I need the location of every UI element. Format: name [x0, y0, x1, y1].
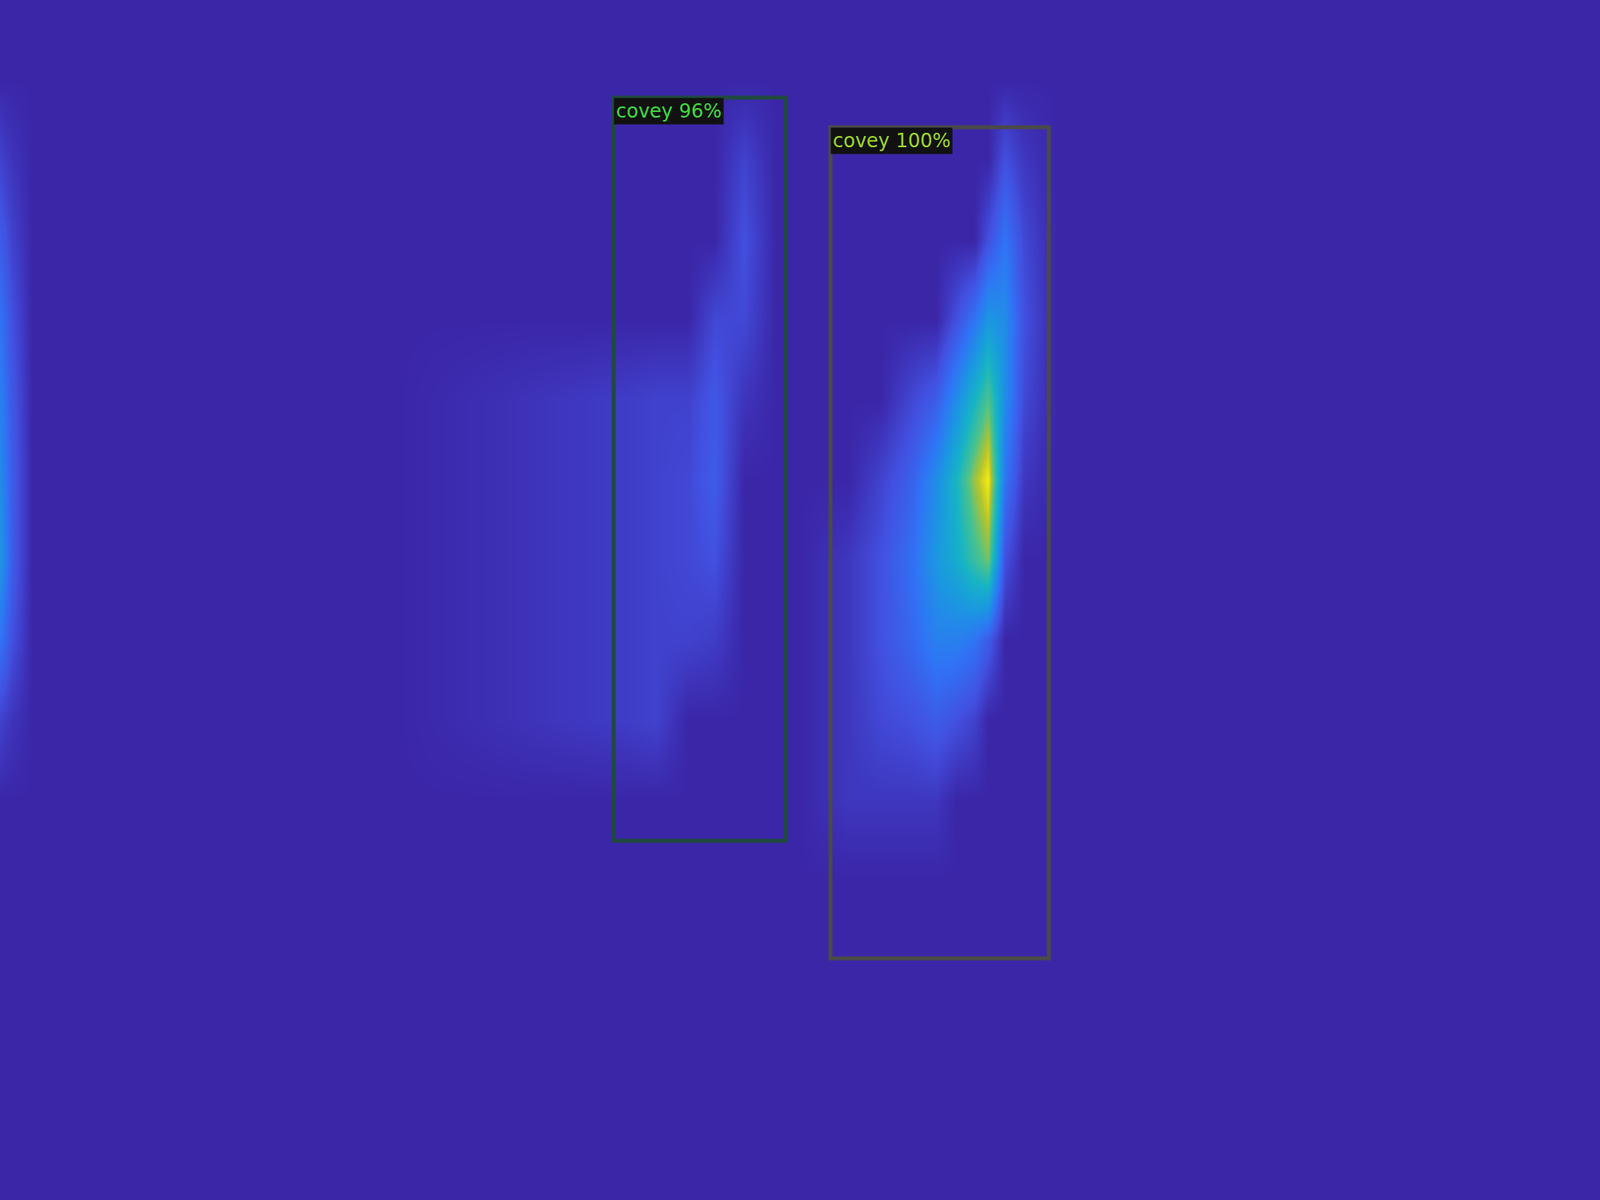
svg-text:covey 96%: covey 96% — [616, 100, 722, 123]
svg-text:covey 100%: covey 100% — [832, 129, 951, 152]
